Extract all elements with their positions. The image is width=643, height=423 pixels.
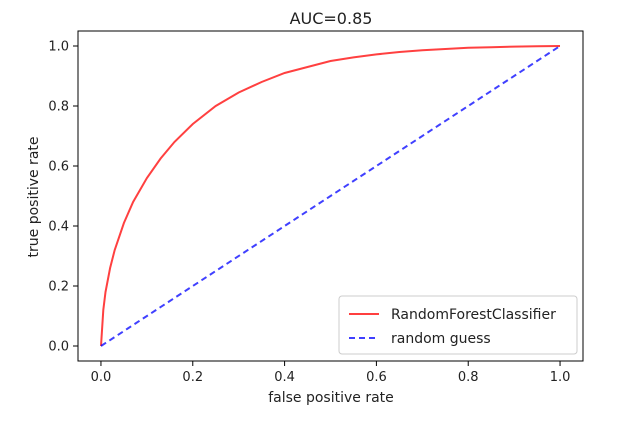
x-tick-label: 1.0 xyxy=(550,370,571,385)
x-tick-label: 0.6 xyxy=(366,370,387,385)
x-axis-label: false positive rate xyxy=(268,390,394,406)
plot-frame xyxy=(77,30,584,362)
random-guess-line xyxy=(100,45,561,347)
legend-label: RandomForestClassifier xyxy=(391,307,556,323)
axis-ticks: 0.0 0.2 0.4 0.6 0.8 1.0 0.0 0.2 0.4 0.6 0.8 1.0 xyxy=(48,40,570,386)
y-tick-label: 0.0 xyxy=(48,340,69,355)
x-tick-label: 0.0 xyxy=(91,370,112,385)
legend-box xyxy=(338,295,578,355)
chart-title: AUC=0.85 xyxy=(290,9,373,28)
x-tick-label: 0.4 xyxy=(274,370,295,385)
roc-curve-line xyxy=(100,45,561,347)
y-axis-label: true positive rate xyxy=(26,137,42,258)
y-tick-label: 0.8 xyxy=(48,100,69,115)
x-tick-label: 0.2 xyxy=(182,370,203,385)
y-tick-label: 1.0 xyxy=(48,40,69,55)
legend: RandomForestClassifier random guess xyxy=(338,295,578,355)
x-tick-label: 0.8 xyxy=(458,370,479,385)
y-tick-label: 0.4 xyxy=(48,220,69,235)
series-layer xyxy=(100,45,561,347)
legend-label: random guess xyxy=(391,331,491,347)
y-tick-label: 0.6 xyxy=(48,160,69,175)
y-tick-label: 0.2 xyxy=(48,280,69,295)
